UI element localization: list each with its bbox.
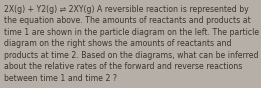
Text: diagram on the right shows the amounts of reactants and: diagram on the right shows the amounts o… [4, 39, 232, 48]
Text: about the relative rates of the forward and reverse reactions: about the relative rates of the forward … [4, 62, 242, 71]
Text: 2X(g) + Y2(g) ⇌ 2XY(g) A reversible reaction is represented by: 2X(g) + Y2(g) ⇌ 2XY(g) A reversible reac… [4, 5, 249, 14]
Text: products at time 2. Based on the diagrams, what can be inferred: products at time 2. Based on the diagram… [4, 51, 258, 60]
Text: between time 1 and time 2 ?: between time 1 and time 2 ? [4, 74, 117, 83]
Text: the equation above. The amounts of reactants and products at: the equation above. The amounts of react… [4, 16, 251, 25]
Text: time 1 are shown in the particle diagram on the left. The particle: time 1 are shown in the particle diagram… [4, 28, 259, 37]
